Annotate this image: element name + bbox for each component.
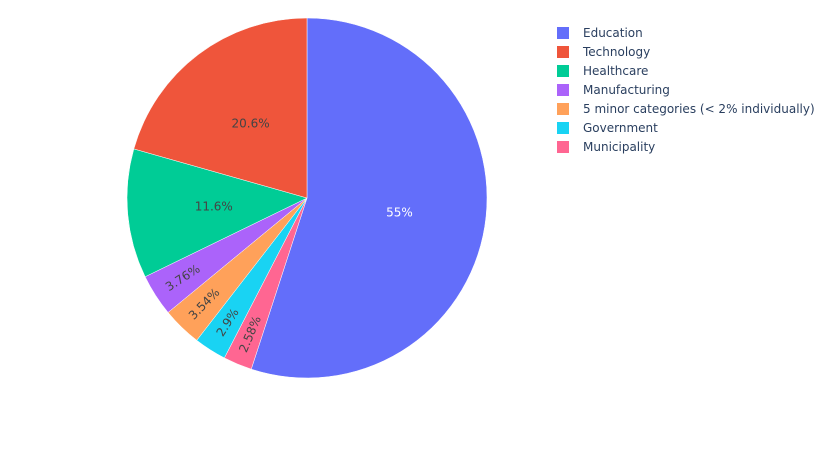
legend-item[interactable]: Government [557,121,658,135]
pie-slice-education[interactable] [250,17,488,379]
legend-item[interactable]: Manufacturing [557,83,670,97]
legend-item[interactable]: 5 minor categories (< 2% individually) [557,102,815,116]
legend-label: Municipality [583,140,655,154]
legend: Education Technology Healthcare Manufacturi… [557,26,815,154]
legend-swatch [557,46,569,58]
legend-swatch [557,27,569,39]
slice-label: 55% [386,206,413,220]
slice-label: 11.6% [195,199,233,213]
legend-item[interactable]: Healthcare [557,64,648,78]
legend-item[interactable]: Municipality [557,140,655,154]
legend-swatch [557,65,569,77]
legend-label: 5 minor categories (< 2% individually) [583,102,815,116]
legend-item[interactable]: Education [557,26,643,40]
legend-swatch [557,141,569,153]
slice-label: 20.6% [231,116,269,130]
legend-label: Education [583,26,643,40]
legend-swatch [557,122,569,134]
legend-label: Manufacturing [583,83,670,97]
legend-swatch [557,103,569,115]
legend-swatch [557,84,569,96]
pie-slice-healthcare[interactable] [126,148,308,278]
legend-label: Government [583,121,658,135]
pie-slice-technology[interactable] [133,17,308,199]
legend-label: Technology [582,45,650,59]
legend-label: Healthcare [583,64,648,78]
legend-item[interactable]: Technology [557,45,650,59]
